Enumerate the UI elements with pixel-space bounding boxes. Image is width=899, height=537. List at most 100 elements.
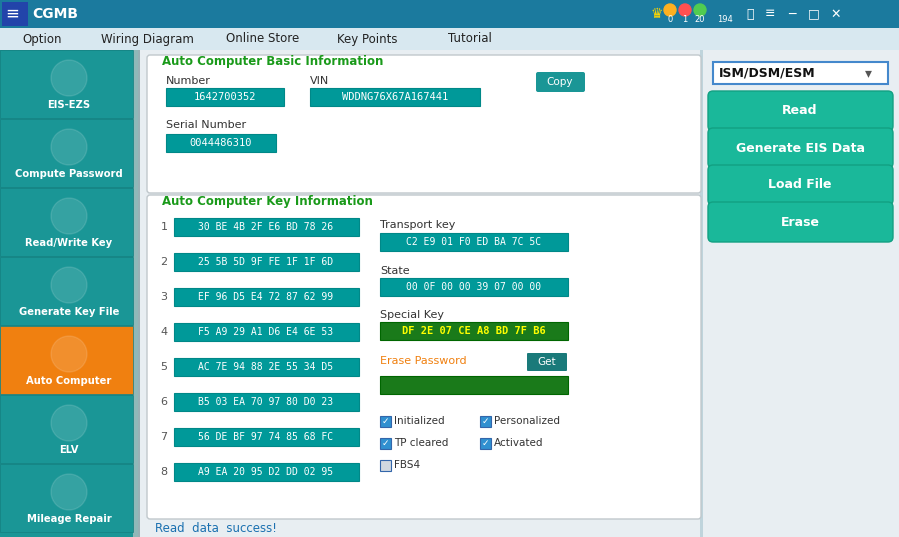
Text: 7: 7 xyxy=(160,432,167,442)
Text: Auto Computer: Auto Computer xyxy=(26,376,111,386)
Text: Auto Computer Basic Information: Auto Computer Basic Information xyxy=(162,55,383,69)
Text: FBS4: FBS4 xyxy=(394,461,420,470)
Text: 4: 4 xyxy=(160,327,167,337)
Circle shape xyxy=(51,405,87,441)
Bar xyxy=(174,428,359,446)
Bar xyxy=(480,416,491,427)
Text: ─: ─ xyxy=(788,8,796,20)
Bar xyxy=(160,197,370,209)
Bar xyxy=(174,463,359,481)
FancyBboxPatch shape xyxy=(708,202,893,242)
Text: Initialized: Initialized xyxy=(394,417,445,426)
Text: 1: 1 xyxy=(161,222,167,232)
Text: ♛: ♛ xyxy=(650,7,663,21)
Text: AC 7E 94 88 2E 55 34 D5: AC 7E 94 88 2E 55 34 D5 xyxy=(199,362,334,372)
Text: State: State xyxy=(380,266,410,276)
Text: 00 0F 00 00 39 07 00 00: 00 0F 00 00 39 07 00 00 xyxy=(406,282,541,292)
Text: A9 EA 20 95 D2 DD 02 95: A9 EA 20 95 D2 DD 02 95 xyxy=(199,467,334,477)
Circle shape xyxy=(679,4,691,16)
Text: F5 A9 29 A1 D6 E4 6E 53: F5 A9 29 A1 D6 E4 6E 53 xyxy=(199,327,334,337)
Bar xyxy=(0,395,133,463)
Text: Get: Get xyxy=(538,357,556,367)
Text: 30 BE 4B 2F E6 BD 78 26: 30 BE 4B 2F E6 BD 78 26 xyxy=(199,222,334,232)
Text: ✓: ✓ xyxy=(482,439,489,448)
Text: Number: Number xyxy=(166,76,211,86)
Bar xyxy=(310,88,480,106)
FancyBboxPatch shape xyxy=(527,353,567,371)
Text: ✕: ✕ xyxy=(831,8,841,20)
Circle shape xyxy=(51,129,87,165)
Text: 1642700352: 1642700352 xyxy=(194,92,256,102)
Text: Generate EIS Data: Generate EIS Data xyxy=(735,142,865,155)
Bar xyxy=(0,188,133,256)
FancyBboxPatch shape xyxy=(708,128,893,168)
Bar xyxy=(0,50,133,118)
Bar xyxy=(174,393,359,411)
Text: □: □ xyxy=(808,8,820,20)
Text: Erase: Erase xyxy=(780,215,820,229)
Circle shape xyxy=(664,4,676,16)
Text: 3: 3 xyxy=(161,292,167,302)
Text: Read  data  success!: Read data success! xyxy=(155,521,277,534)
Text: ≡: ≡ xyxy=(5,5,19,23)
Bar xyxy=(0,464,133,532)
Text: CGMB: CGMB xyxy=(32,7,78,21)
Bar xyxy=(2,2,28,26)
Bar xyxy=(138,50,140,537)
FancyBboxPatch shape xyxy=(708,91,893,131)
Bar xyxy=(480,438,491,449)
Text: Auto Computer Key Information: Auto Computer Key Information xyxy=(162,195,373,208)
Circle shape xyxy=(51,267,87,303)
Text: B5 03 EA 70 97 80 D0 23: B5 03 EA 70 97 80 D0 23 xyxy=(199,397,334,407)
Text: ✓: ✓ xyxy=(482,417,489,426)
Bar xyxy=(380,322,568,340)
Text: ≡: ≡ xyxy=(765,8,775,20)
Circle shape xyxy=(51,198,87,234)
Bar xyxy=(380,438,391,449)
Bar xyxy=(174,323,359,341)
Text: ✓: ✓ xyxy=(382,439,389,448)
Text: Erase Password: Erase Password xyxy=(380,356,467,366)
Text: 25 5B 5D 9F FE 1F 1F 6D: 25 5B 5D 9F FE 1F 1F 6D xyxy=(199,257,334,267)
Bar xyxy=(0,28,899,50)
Text: ✓: ✓ xyxy=(382,417,389,426)
Text: Generate Key File: Generate Key File xyxy=(19,307,120,317)
Text: WDDNG76X67A167441: WDDNG76X67A167441 xyxy=(342,92,448,102)
Text: ISM/DSM/ESM: ISM/DSM/ESM xyxy=(719,67,815,79)
Text: ▾: ▾ xyxy=(865,66,871,80)
Bar xyxy=(0,257,133,325)
Text: 8: 8 xyxy=(160,467,167,477)
Circle shape xyxy=(51,336,87,372)
FancyBboxPatch shape xyxy=(708,165,893,205)
FancyBboxPatch shape xyxy=(536,72,585,92)
Bar xyxy=(160,57,370,69)
Bar xyxy=(0,119,133,187)
Bar xyxy=(174,358,359,376)
Text: Online Store: Online Store xyxy=(227,33,299,46)
Text: Activated: Activated xyxy=(494,439,544,448)
Bar xyxy=(380,233,568,251)
Text: 0044486310: 0044486310 xyxy=(190,138,253,148)
Text: Copy: Copy xyxy=(547,77,574,87)
Bar xyxy=(0,50,138,537)
Text: Load File: Load File xyxy=(769,178,832,192)
Text: DF 2E 07 CE A8 BD 7F B6: DF 2E 07 CE A8 BD 7F B6 xyxy=(402,326,546,336)
Bar xyxy=(0,0,899,28)
Bar xyxy=(174,253,359,271)
Text: TP cleared: TP cleared xyxy=(394,439,449,448)
Bar xyxy=(174,288,359,306)
Bar xyxy=(713,62,888,84)
Text: Transport key: Transport key xyxy=(380,220,456,230)
Circle shape xyxy=(51,60,87,96)
Text: Special Key: Special Key xyxy=(380,310,444,320)
Text: ELV: ELV xyxy=(59,445,79,455)
Text: Compute Password: Compute Password xyxy=(15,169,123,179)
FancyBboxPatch shape xyxy=(147,195,701,519)
Circle shape xyxy=(51,474,87,510)
Bar xyxy=(133,50,138,537)
Text: Personalized: Personalized xyxy=(494,417,560,426)
Text: VIN: VIN xyxy=(310,76,329,86)
Text: EIS-EZS: EIS-EZS xyxy=(48,100,91,110)
Bar xyxy=(166,134,276,152)
Text: 5: 5 xyxy=(161,362,167,372)
